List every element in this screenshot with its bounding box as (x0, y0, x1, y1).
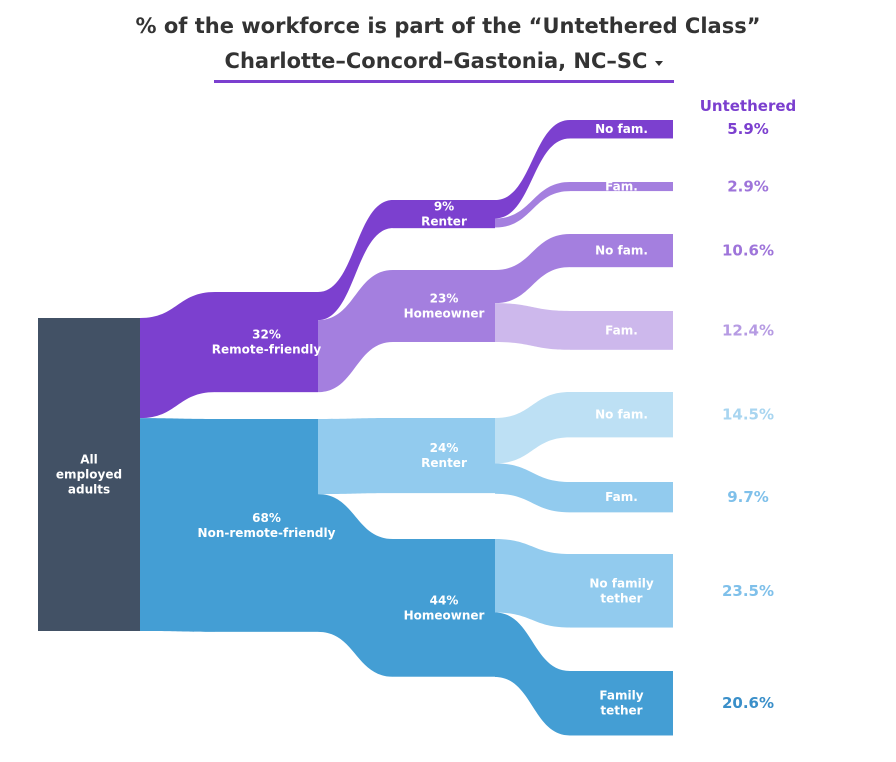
sankey-link-r_renter-rr_fam (495, 182, 570, 228)
untethered-value-no_fam: 20.6% (722, 694, 774, 712)
node-label-r_renter: 9% Renter (421, 200, 467, 229)
untethered-value-nr_fam: 9.7% (727, 488, 769, 506)
node-label-line: adults (68, 483, 110, 497)
node-label-no_fam: Family tether (599, 689, 643, 718)
sankey-link-all-nonremote (140, 418, 215, 632)
untethered-value-rr_nofam: 5.9% (727, 120, 769, 138)
sankey-node-n_owner (393, 539, 495, 677)
sankey-link-n_renter-nr_fam (495, 463, 570, 513)
sankey-link-n_owner-no_fam (495, 612, 570, 736)
node-label-line: tether (600, 591, 642, 605)
node-label-line: No fam. (595, 244, 648, 258)
sankey-nodes (38, 120, 673, 736)
node-label-line: Homeowner (404, 306, 485, 320)
sankey-node-r_renter (393, 200, 495, 229)
node-label-line: Renter (421, 215, 467, 229)
node-label-line: Renter (421, 456, 467, 470)
node-label-line: No fam. (595, 122, 648, 136)
node-label-n_renter: 24% Renter (421, 441, 467, 470)
node-label-all: All employed adults (56, 453, 122, 497)
sankey-link-remote-r_owner (318, 270, 393, 393)
sankey-link-r_renter-rr_nofam (495, 120, 570, 219)
node-label-line: All (80, 453, 98, 467)
node-label-ro_nofam: No fam. (595, 244, 648, 258)
node-label-line: 68% (252, 511, 281, 525)
sankey-node-remote (215, 292, 318, 393)
node-label-line: No family (589, 576, 654, 590)
node-label-line: Fam. (605, 323, 638, 337)
node-label-ro_fam: Fam. (605, 323, 638, 337)
sankey-node-n_renter (393, 418, 495, 494)
sankey-link-r_owner-ro_nofam (495, 234, 570, 304)
untethered-header: Untethered (700, 97, 797, 115)
node-label-nr_fam: Fam. (605, 490, 638, 504)
sankey-link-nonremote-n_owner (318, 494, 393, 677)
chart-title: % of the workforce is part of the “Untet… (135, 14, 761, 38)
node-label-line: employed (56, 468, 122, 482)
node-label-line: Remote-friendly (212, 343, 322, 357)
sankey-node-ro_fam (570, 311, 673, 350)
sankey-node-all (38, 318, 140, 631)
untethered-value-rr_fam: 2.9% (727, 178, 769, 196)
node-label-nr_nofam: No fam. (595, 408, 648, 422)
sankey-node-rr_nofam (570, 120, 673, 139)
sankey-node-nr_nofam (570, 392, 673, 438)
region-selected-label: Charlotte–Concord–Gastonia, NC–SC (224, 49, 648, 73)
chevron-down-icon (655, 61, 664, 66)
sankey-node-no_fam (570, 671, 673, 736)
node-label-line: 44% (430, 593, 459, 607)
sankey-link-r_owner-ro_fam (495, 303, 570, 350)
node-label-rr_nofam: No fam. (595, 122, 648, 136)
sankey-link-remote-r_renter (318, 200, 393, 321)
node-label-line: Non-remote-friendly (198, 526, 336, 540)
sankey-links (140, 120, 570, 736)
sankey-node-ro_nofam (570, 234, 673, 268)
node-label-rr_fam: Fam. (605, 180, 638, 194)
node-label-nonremote: 68% Non-remote-friendly (198, 511, 336, 540)
sankey-node-no_nofam (570, 554, 673, 628)
node-label-line: No fam. (595, 408, 648, 422)
untethered-value-ro_fam: 12.4% (722, 321, 774, 339)
untethered-value-nr_nofam: 14.5% (722, 406, 774, 424)
node-label-n_owner: 44% Homeowner (404, 593, 485, 622)
node-label-line: Family (599, 689, 643, 703)
node-label-line: tether (600, 704, 642, 718)
sankey-node-nonremote (215, 419, 318, 632)
sankey-node-rr_fam (570, 182, 673, 192)
sankey-link-n_owner-no_nofam (495, 539, 570, 628)
node-label-no_nofam: No family tether (589, 576, 654, 605)
sankey-node-nr_fam (570, 482, 673, 513)
node-label-line: Homeowner (404, 608, 485, 622)
sankey-node-r_owner (393, 270, 495, 342)
node-label-line: 32% (252, 328, 281, 342)
untethered-value-no_nofam: 23.5% (722, 582, 774, 600)
node-label-line: Fam. (605, 490, 638, 504)
node-label-line: 23% (430, 291, 459, 305)
sankey-link-n_renter-nr_nofam (495, 392, 570, 464)
node-label-remote: 32% Remote-friendly (212, 328, 322, 357)
sankey-link-nonremote-n_renter (318, 418, 393, 495)
node-label-r_owner: 23% Homeowner (404, 291, 485, 320)
sankey-link-all-remote (140, 292, 215, 419)
node-label-line: Fam. (605, 180, 638, 194)
node-label-line: 9% (434, 200, 454, 214)
region-dropdown[interactable]: Charlotte–Concord–Gastonia, NC–SC (214, 44, 674, 83)
node-label-line: 24% (430, 441, 459, 455)
untethered-value-ro_nofam: 10.6% (722, 242, 774, 260)
